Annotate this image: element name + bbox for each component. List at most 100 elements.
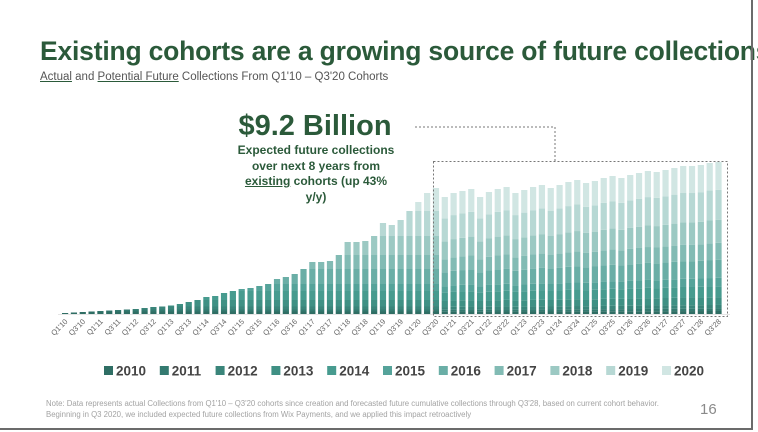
bar [706, 163, 713, 314]
bar-segment-2013 [644, 298, 651, 306]
bar-segment-2016 [512, 270, 519, 286]
bar-segment-2014 [256, 291, 263, 300]
bar-segment-2019 [671, 194, 678, 224]
bar-segment-2010 [512, 311, 519, 314]
bar [203, 297, 210, 314]
bar-segment-2019 [715, 189, 722, 220]
bar-segment-2012 [618, 305, 625, 310]
bar-segment-2017 [318, 262, 325, 269]
bar-segment-2011 [114, 310, 122, 312]
bar-segment-2013 [229, 300, 236, 307]
x-tick-label: Q3'13 [173, 317, 193, 337]
bar-segment-2016 [397, 269, 404, 284]
bar-segment-2016 [688, 261, 696, 279]
bar-segment-2010 [538, 311, 546, 314]
bar [141, 308, 148, 314]
bar-segment-2018 [397, 236, 404, 255]
bar-segment-2015 [680, 278, 687, 287]
bar-segment-2019 [388, 225, 395, 236]
bar-segment-2011 [565, 309, 572, 312]
bar-segment-2016 [282, 277, 289, 284]
bar [688, 166, 696, 314]
bar-segment-2013 [194, 300, 201, 307]
bar-segment-2010 [397, 311, 404, 314]
bar-segment-2010 [591, 311, 598, 314]
bar-segment-2016 [459, 270, 466, 285]
bar-segment-2020 [635, 173, 643, 199]
bar-segment-2012 [291, 306, 298, 310]
bar-segment-2013 [335, 300, 342, 307]
bar-segment-2012 [406, 306, 413, 310]
legend-swatch [606, 366, 616, 375]
bar-segment-2019 [627, 200, 634, 228]
bar-segment-2020 [459, 191, 466, 214]
legend-label: 2020 [674, 364, 704, 379]
bar-segment-2013 [176, 304, 183, 307]
bar-segment-2018 [406, 236, 413, 255]
bar-segment-2015 [318, 284, 325, 291]
bar-segment-2011 [97, 311, 104, 312]
bar-segment-2016 [697, 260, 704, 279]
bar-segment-2013 [379, 300, 387, 307]
bar-segment-2018 [468, 236, 475, 256]
bar-segment-2013 [406, 300, 413, 307]
bar-segment-2018 [494, 236, 501, 256]
x-tick-label: Q1'27 [650, 317, 670, 337]
bar [556, 185, 563, 314]
bar-segment-2020 [441, 197, 448, 219]
legend-item-2017: 2017 [494, 364, 537, 379]
bar-segment-2017 [600, 250, 607, 266]
bar-segment-2017 [653, 247, 660, 264]
bar-segment-2010 [468, 311, 475, 314]
bar-segment-2017 [494, 255, 501, 270]
bar-segment-2014 [574, 289, 581, 300]
bar-segment-2011 [503, 309, 510, 312]
bar-segment-2013 [600, 298, 607, 306]
bar-segment-2017 [459, 256, 466, 271]
bar-segment-2016 [627, 264, 634, 281]
bar-segment-2011 [582, 309, 590, 312]
bar-segment-2012 [415, 306, 422, 310]
callout-text-underlined: existing [244, 174, 291, 188]
bar-segment-2019 [688, 193, 696, 223]
bar-segment-2012 [265, 306, 272, 310]
bar-segment-2015 [574, 282, 581, 290]
bar-segment-2011 [106, 310, 113, 312]
bar-segment-2018 [618, 229, 625, 251]
bar-segment-2010 [318, 311, 325, 314]
x-tick-label: Q1'18 [332, 317, 352, 337]
bar-segment-2016 [309, 269, 316, 284]
bar-segment-2014 [415, 291, 422, 300]
bar-segment-2020 [644, 171, 651, 198]
bar-segment-2010 [371, 311, 378, 314]
bar-segment-2014 [362, 291, 369, 300]
x-tick-label: Q3'15 [243, 317, 263, 337]
bar-segment-2010 [547, 311, 554, 314]
bar-segment-2018 [503, 235, 510, 255]
bar-segment-2011 [273, 309, 281, 312]
bar-segment-2012 [326, 306, 334, 310]
bar-segment-2013 [450, 300, 457, 307]
bar-segment-2012 [627, 305, 634, 310]
bar-segment-2015 [662, 279, 669, 288]
bar-segment-2016 [715, 259, 722, 278]
legend-swatch [327, 366, 337, 375]
bar [397, 220, 404, 314]
legend-label: 2019 [618, 364, 648, 379]
bar-segment-2020 [627, 175, 634, 201]
slide-subtitle: Actual and Potential Future Collections … [40, 71, 388, 83]
bar-segment-2011 [344, 309, 351, 312]
bar-segment-2015 [635, 280, 643, 289]
bar-segment-2012 [353, 306, 360, 310]
bar-segment-2013 [485, 300, 493, 307]
bar-segment-2013 [256, 300, 263, 307]
bar-segment-2013 [247, 300, 254, 307]
legend-swatch [662, 366, 671, 375]
bar-segment-2017 [680, 244, 687, 262]
bar-segment-2013 [203, 300, 210, 307]
x-tick-label: Q1'21 [438, 317, 458, 337]
bar-segment-2018 [538, 234, 546, 254]
bar-segment-2017 [335, 255, 342, 269]
x-tick-label: Q1'19 [367, 317, 387, 337]
